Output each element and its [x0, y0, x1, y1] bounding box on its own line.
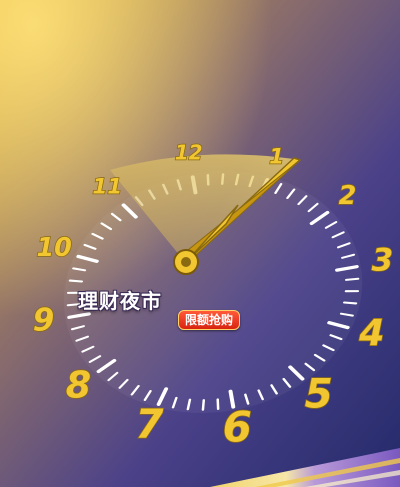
- minute-tick: [110, 212, 122, 222]
- clock-numeral-11: 11: [92, 175, 122, 200]
- minute-tick: [75, 335, 90, 342]
- hand-hub-center: [181, 257, 191, 267]
- minute-tick: [88, 355, 102, 363]
- minute-tick: [282, 377, 292, 388]
- minute-tick: [343, 301, 358, 305]
- minute-tick: [171, 396, 178, 409]
- minute-tick: [81, 345, 95, 353]
- minute-tick: [331, 231, 345, 239]
- minute-tick: [322, 344, 335, 352]
- hour-tick: [309, 210, 330, 226]
- minute-tick: [304, 362, 316, 372]
- minute-tick: [130, 385, 140, 396]
- minute-tick: [297, 195, 308, 206]
- minute-tick: [286, 188, 296, 199]
- minute-tick: [339, 312, 354, 317]
- bottom-stripe: [210, 448, 400, 487]
- minute-tick: [329, 334, 343, 341]
- poster-title: 理财夜市: [78, 289, 162, 313]
- hour-tick: [67, 312, 91, 319]
- clock-numeral-6: 6: [223, 402, 252, 451]
- minute-tick: [270, 384, 278, 395]
- hour-tick: [156, 387, 169, 406]
- minute-tick: [307, 202, 319, 213]
- minute-tick: [274, 183, 283, 194]
- clock-numeral-9: 9: [33, 302, 55, 338]
- clock-numeral-10: 10: [36, 233, 72, 263]
- clock-dial: [63, 170, 363, 414]
- hour-tick: [288, 365, 305, 381]
- minute-tick: [216, 398, 220, 411]
- minute-tick: [100, 222, 113, 231]
- minute-tick: [257, 389, 264, 401]
- minute-tick: [72, 267, 87, 272]
- hour-tick: [76, 254, 99, 263]
- clock-numeral-2: 2: [339, 181, 357, 211]
- hour-tick: [327, 321, 350, 330]
- minute-tick: [341, 253, 356, 259]
- clock-numeral-4: 4: [358, 312, 384, 355]
- stripe-line-1: [255, 458, 400, 487]
- clock-numeral-3: 3: [372, 243, 394, 279]
- minute-tick: [66, 291, 82, 294]
- hour-hand: [185, 204, 239, 263]
- minute-tick: [68, 279, 83, 283]
- clock-numeral-12: 12: [175, 141, 203, 165]
- clock-numeral-1: 1: [269, 145, 284, 170]
- minute-tick: [70, 325, 85, 331]
- minute-tick: [66, 303, 82, 307]
- clock-numeral-5: 5: [305, 370, 333, 418]
- hour-tick: [228, 389, 236, 409]
- minute-tick: [344, 277, 360, 281]
- minute-tick: [143, 390, 152, 401]
- hour-tick: [335, 265, 359, 272]
- limited-offer-badge: 限额抢购: [178, 310, 241, 330]
- minute-tick: [313, 353, 326, 362]
- minute-tick: [107, 371, 119, 382]
- minute-tick: [201, 399, 206, 411]
- minute-tick: [324, 221, 338, 229]
- minute-tick: [91, 232, 104, 240]
- clock-numeral-7: 7: [135, 399, 164, 447]
- clock-numeral-8: 8: [66, 363, 91, 406]
- minute-tick: [336, 242, 351, 249]
- hour-tick: [121, 203, 138, 219]
- minute-tick: [118, 378, 129, 389]
- minute-tick: [186, 398, 192, 411]
- minute-tick: [344, 290, 360, 293]
- minute-tick: [244, 393, 250, 405]
- stripe-line-2: [305, 470, 400, 487]
- stripe-band: [210, 448, 400, 487]
- clock-hand: [173, 157, 301, 275]
- hour-tick: [96, 358, 117, 374]
- minute-tick: [83, 243, 97, 250]
- time-wedge: [110, 154, 300, 262]
